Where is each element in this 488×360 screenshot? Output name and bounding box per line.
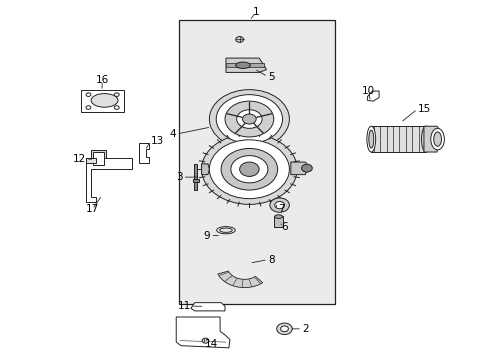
Text: 3: 3 [176,172,182,182]
Ellipse shape [366,126,375,152]
Text: 15: 15 [417,104,430,114]
Text: 10: 10 [362,86,375,96]
Text: 1: 1 [252,7,259,17]
Ellipse shape [274,215,282,219]
Circle shape [209,140,289,199]
Polygon shape [86,158,96,163]
Circle shape [280,326,288,332]
Circle shape [235,37,243,42]
Ellipse shape [430,129,444,150]
Polygon shape [139,143,149,163]
Circle shape [221,148,277,190]
Polygon shape [366,91,378,101]
Ellipse shape [421,126,429,152]
Text: 13: 13 [151,136,164,146]
Text: 11: 11 [177,301,190,311]
Circle shape [274,202,284,209]
Bar [194,164,197,190]
Polygon shape [190,303,224,311]
Text: 6: 6 [281,222,287,232]
Bar [93,152,103,165]
Text: 2: 2 [302,324,308,334]
Circle shape [276,323,292,334]
Circle shape [236,110,262,129]
Circle shape [269,198,289,212]
Ellipse shape [433,132,441,146]
Circle shape [230,156,267,183]
Circle shape [224,101,273,137]
Polygon shape [423,126,439,152]
Circle shape [216,95,282,143]
Circle shape [86,106,91,109]
Text: 9: 9 [203,231,210,240]
Bar [81,90,123,112]
Ellipse shape [368,130,373,148]
Ellipse shape [216,226,235,234]
Polygon shape [225,58,266,72]
Text: 12: 12 [73,154,86,164]
Circle shape [114,93,119,96]
Bar [91,150,105,167]
Ellipse shape [301,164,312,172]
Text: 17: 17 [85,204,99,215]
Circle shape [202,338,208,343]
Text: 5: 5 [267,72,274,82]
Text: 7: 7 [277,204,284,215]
Polygon shape [370,126,425,152]
Ellipse shape [219,228,232,232]
Polygon shape [86,158,132,202]
Circle shape [239,162,259,176]
Bar [178,21,334,304]
Ellipse shape [235,62,250,68]
Text: 8: 8 [267,255,274,265]
Circle shape [114,106,119,109]
Polygon shape [218,271,262,288]
Circle shape [86,93,91,96]
Polygon shape [290,162,307,175]
Bar [192,179,198,182]
Polygon shape [201,164,209,175]
Circle shape [209,90,289,148]
Text: 4: 4 [169,129,176,139]
Text: 14: 14 [204,339,217,349]
Bar [225,63,264,67]
Text: 16: 16 [95,75,108,85]
Circle shape [201,134,297,204]
Circle shape [242,114,256,124]
Bar [274,216,283,226]
Polygon shape [176,317,229,348]
Ellipse shape [91,94,118,107]
